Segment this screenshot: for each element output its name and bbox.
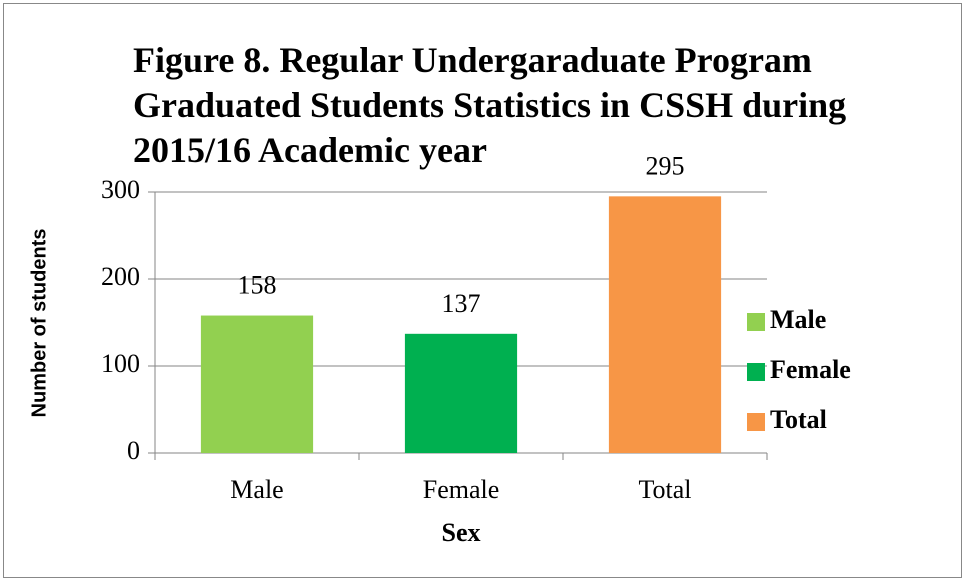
legend-swatch <box>747 413 765 431</box>
data-label: 137 <box>442 289 481 318</box>
x-axis-label: Sex <box>442 518 481 547</box>
y-tick-label: 200 <box>101 262 140 291</box>
x-tick-label: Total <box>638 475 691 504</box>
y-tick-label: 0 <box>127 436 140 465</box>
data-label: 158 <box>238 271 277 300</box>
legend-label: Total <box>770 405 827 434</box>
bar <box>608 196 722 453</box>
chart-border <box>3 3 962 578</box>
bar <box>404 333 518 453</box>
x-tick-label: Female <box>423 475 500 504</box>
legend-swatch <box>747 363 765 381</box>
chart-title: Figure 8. Regular Undergaraduate Program… <box>133 40 847 170</box>
y-tick-label: 100 <box>101 349 140 378</box>
x-tick-label: Male <box>230 475 283 504</box>
y-axis-label: Number of students <box>28 229 50 418</box>
y-tick-label: 300 <box>101 175 140 204</box>
data-label: 295 <box>646 151 685 180</box>
legend-swatch <box>747 313 765 331</box>
bar <box>200 315 314 453</box>
legend-label: Male <box>770 305 826 334</box>
legend-label: Female <box>770 355 851 384</box>
